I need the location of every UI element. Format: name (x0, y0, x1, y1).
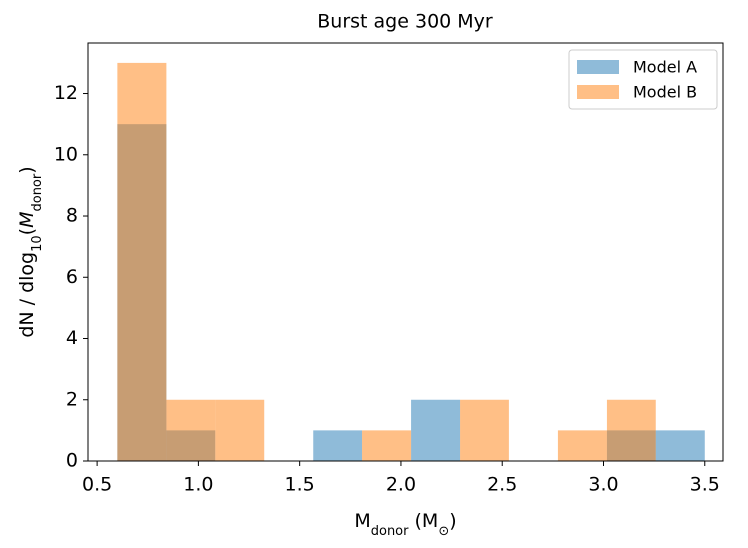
legend-swatch (577, 85, 619, 99)
bar (411, 399, 461, 461)
y-axis-label: dN / dlog10(Mdonor) (16, 166, 45, 337)
y-axis-label-part: ) (16, 166, 38, 173)
plot-frame (87, 42, 724, 462)
bar (166, 399, 216, 461)
y-axis-label-part: ( (16, 228, 38, 235)
y-tick-label: 6 (66, 266, 78, 288)
legend-label: Model A (633, 58, 697, 77)
bar (557, 430, 607, 461)
x-axis-label: Mdonor (M⊙) (354, 510, 456, 539)
y-tick-label: 8 (66, 205, 78, 227)
x-axis-label-part: M (354, 510, 370, 532)
y-axis-label-part: M (16, 212, 38, 228)
y-tick-label: 10 (54, 143, 78, 165)
x-tick-label: 2.5 (487, 474, 517, 496)
x-tick-label: 2.0 (386, 474, 416, 496)
x-tick-label: 0.5 (82, 474, 112, 496)
chart-title: Burst age 300 Myr (317, 11, 493, 33)
y-axis-label-part: dN / dlog (16, 252, 38, 338)
bar (313, 430, 363, 461)
x-axis-label-part: ) (449, 510, 456, 532)
y-axis-label-part: 10 (30, 235, 45, 252)
legend-label: Model B (633, 83, 697, 102)
y-tick-label: 2 (66, 388, 78, 410)
x-axis-label-part: (M (408, 510, 438, 532)
bar (117, 62, 167, 462)
y-tick-label: 0 (66, 450, 78, 472)
x-axis-label-part: donor (371, 524, 409, 539)
bar (655, 430, 705, 461)
bar (215, 399, 265, 461)
y-axis-label-part: donor (30, 173, 45, 211)
bar (460, 399, 509, 461)
legend-swatch (577, 60, 619, 74)
bar (606, 399, 656, 461)
bar (362, 430, 412, 461)
x-tick-label: 1.5 (285, 474, 315, 496)
x-tick-label: 3.5 (690, 474, 720, 496)
x-axis-label-part: ⊙ (438, 524, 449, 539)
x-tick-label: 3.0 (588, 474, 618, 496)
x-tick-label: 1.0 (183, 474, 213, 496)
y-tick-label: 4 (66, 327, 78, 349)
y-tick-label: 12 (54, 82, 78, 104)
